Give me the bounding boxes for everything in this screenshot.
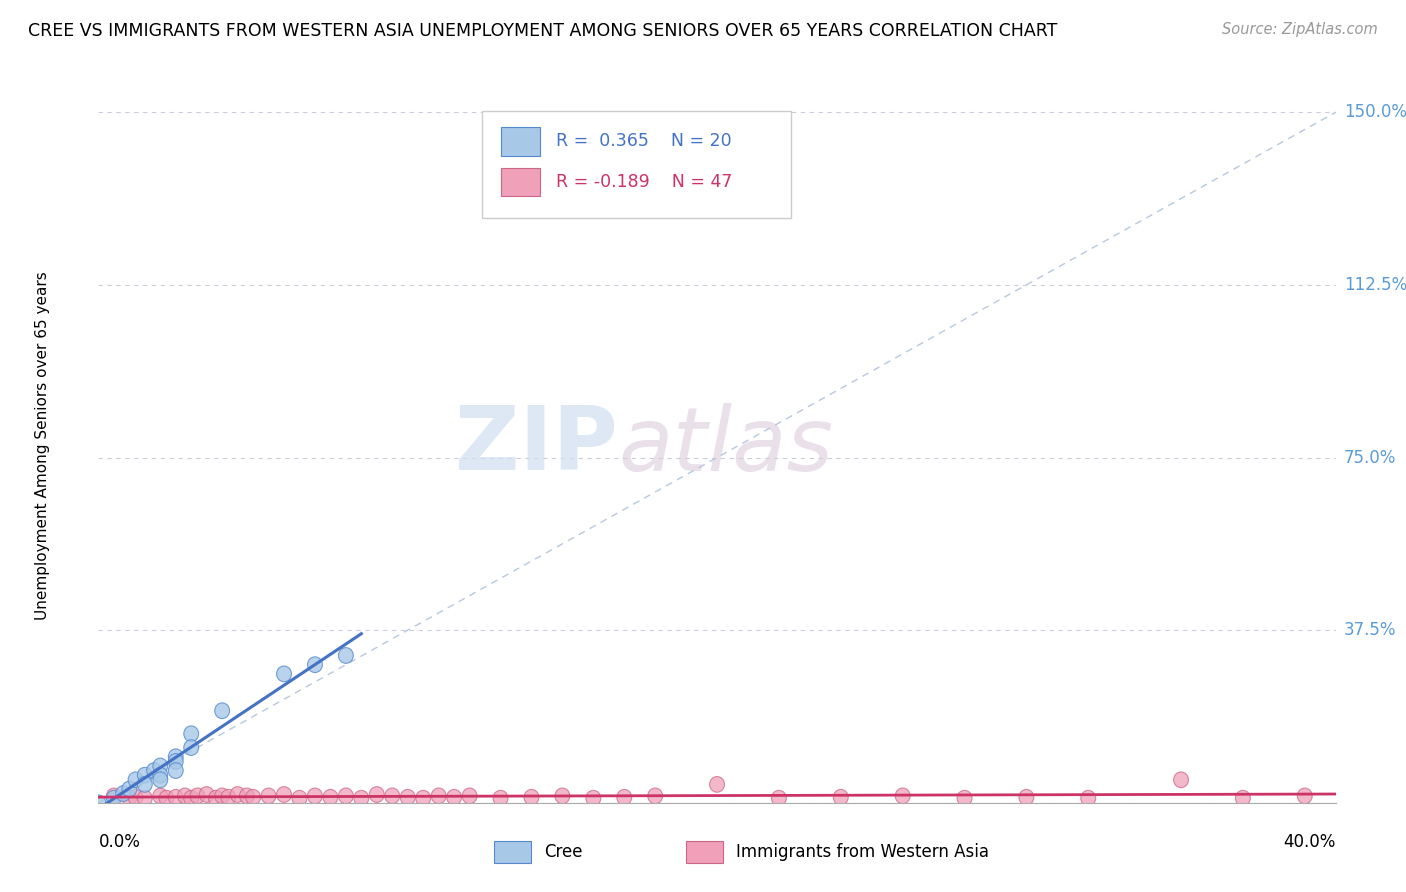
Text: Unemployment Among Seniors over 65 years: Unemployment Among Seniors over 65 years bbox=[35, 272, 51, 620]
Ellipse shape bbox=[138, 790, 152, 806]
Ellipse shape bbox=[277, 787, 291, 803]
Ellipse shape bbox=[323, 789, 337, 805]
Ellipse shape bbox=[617, 789, 631, 805]
FancyBboxPatch shape bbox=[482, 111, 792, 218]
Ellipse shape bbox=[277, 666, 291, 681]
Ellipse shape bbox=[586, 790, 600, 806]
Ellipse shape bbox=[447, 789, 461, 805]
Text: 0.0%: 0.0% bbox=[98, 833, 141, 851]
Ellipse shape bbox=[215, 788, 229, 804]
Ellipse shape bbox=[184, 726, 198, 741]
Ellipse shape bbox=[524, 789, 538, 805]
Ellipse shape bbox=[339, 788, 353, 804]
Ellipse shape bbox=[957, 790, 972, 806]
Ellipse shape bbox=[215, 703, 229, 719]
Text: R =  0.365    N = 20: R = 0.365 N = 20 bbox=[557, 132, 733, 150]
Ellipse shape bbox=[246, 789, 260, 805]
Ellipse shape bbox=[432, 788, 446, 804]
Ellipse shape bbox=[128, 772, 143, 788]
Text: 150.0%: 150.0% bbox=[1344, 103, 1406, 121]
Ellipse shape bbox=[177, 788, 193, 804]
Ellipse shape bbox=[115, 786, 131, 801]
Text: 75.0%: 75.0% bbox=[1344, 449, 1396, 467]
Ellipse shape bbox=[122, 781, 136, 797]
Ellipse shape bbox=[153, 772, 167, 788]
Ellipse shape bbox=[221, 789, 236, 805]
Ellipse shape bbox=[1019, 789, 1033, 805]
Ellipse shape bbox=[169, 749, 183, 764]
Ellipse shape bbox=[184, 739, 198, 756]
Text: CREE VS IMMIGRANTS FROM WESTERN ASIA UNEMPLOYMENT AMONG SENIORS OVER 65 YEARS CO: CREE VS IMMIGRANTS FROM WESTERN ASIA UNE… bbox=[28, 22, 1057, 40]
Ellipse shape bbox=[1081, 790, 1095, 806]
Ellipse shape bbox=[416, 790, 430, 806]
Text: 112.5%: 112.5% bbox=[1344, 276, 1406, 293]
Ellipse shape bbox=[772, 790, 786, 806]
Ellipse shape bbox=[208, 790, 224, 806]
Text: R = -0.189    N = 47: R = -0.189 N = 47 bbox=[557, 173, 733, 191]
Ellipse shape bbox=[896, 788, 910, 804]
FancyBboxPatch shape bbox=[495, 840, 531, 863]
Ellipse shape bbox=[555, 788, 569, 804]
Ellipse shape bbox=[190, 788, 205, 804]
Ellipse shape bbox=[1236, 790, 1250, 806]
Ellipse shape bbox=[153, 758, 167, 774]
Ellipse shape bbox=[239, 788, 254, 804]
Ellipse shape bbox=[169, 789, 183, 805]
Ellipse shape bbox=[169, 754, 183, 769]
Ellipse shape bbox=[169, 763, 183, 779]
Ellipse shape bbox=[1298, 788, 1312, 804]
Ellipse shape bbox=[138, 767, 152, 783]
Ellipse shape bbox=[308, 657, 322, 673]
Text: Cree: Cree bbox=[544, 843, 582, 861]
FancyBboxPatch shape bbox=[501, 127, 540, 155]
Ellipse shape bbox=[91, 795, 105, 811]
Text: 40.0%: 40.0% bbox=[1284, 833, 1336, 851]
Ellipse shape bbox=[292, 790, 307, 806]
Text: ZIP: ZIP bbox=[456, 402, 619, 490]
Ellipse shape bbox=[354, 790, 368, 806]
Ellipse shape bbox=[153, 788, 167, 804]
Ellipse shape bbox=[122, 790, 136, 806]
Ellipse shape bbox=[648, 788, 662, 804]
Ellipse shape bbox=[146, 763, 162, 779]
Ellipse shape bbox=[834, 789, 848, 805]
Ellipse shape bbox=[184, 790, 198, 806]
Ellipse shape bbox=[138, 777, 152, 792]
Ellipse shape bbox=[200, 787, 214, 803]
Ellipse shape bbox=[494, 790, 508, 806]
Ellipse shape bbox=[159, 790, 174, 806]
Ellipse shape bbox=[710, 777, 724, 792]
Ellipse shape bbox=[308, 788, 322, 804]
Ellipse shape bbox=[262, 788, 276, 804]
Ellipse shape bbox=[128, 789, 143, 805]
FancyBboxPatch shape bbox=[686, 840, 723, 863]
Ellipse shape bbox=[385, 788, 399, 804]
Ellipse shape bbox=[463, 788, 477, 804]
Text: Source: ZipAtlas.com: Source: ZipAtlas.com bbox=[1222, 22, 1378, 37]
Ellipse shape bbox=[370, 787, 384, 803]
Ellipse shape bbox=[107, 790, 121, 806]
FancyBboxPatch shape bbox=[501, 168, 540, 196]
Text: Immigrants from Western Asia: Immigrants from Western Asia bbox=[735, 843, 988, 861]
Ellipse shape bbox=[231, 787, 245, 803]
Ellipse shape bbox=[107, 788, 121, 804]
Text: atlas: atlas bbox=[619, 403, 832, 489]
Ellipse shape bbox=[401, 789, 415, 805]
Ellipse shape bbox=[339, 648, 353, 664]
Ellipse shape bbox=[1174, 772, 1188, 788]
Ellipse shape bbox=[153, 767, 167, 783]
Text: 37.5%: 37.5% bbox=[1344, 621, 1396, 640]
